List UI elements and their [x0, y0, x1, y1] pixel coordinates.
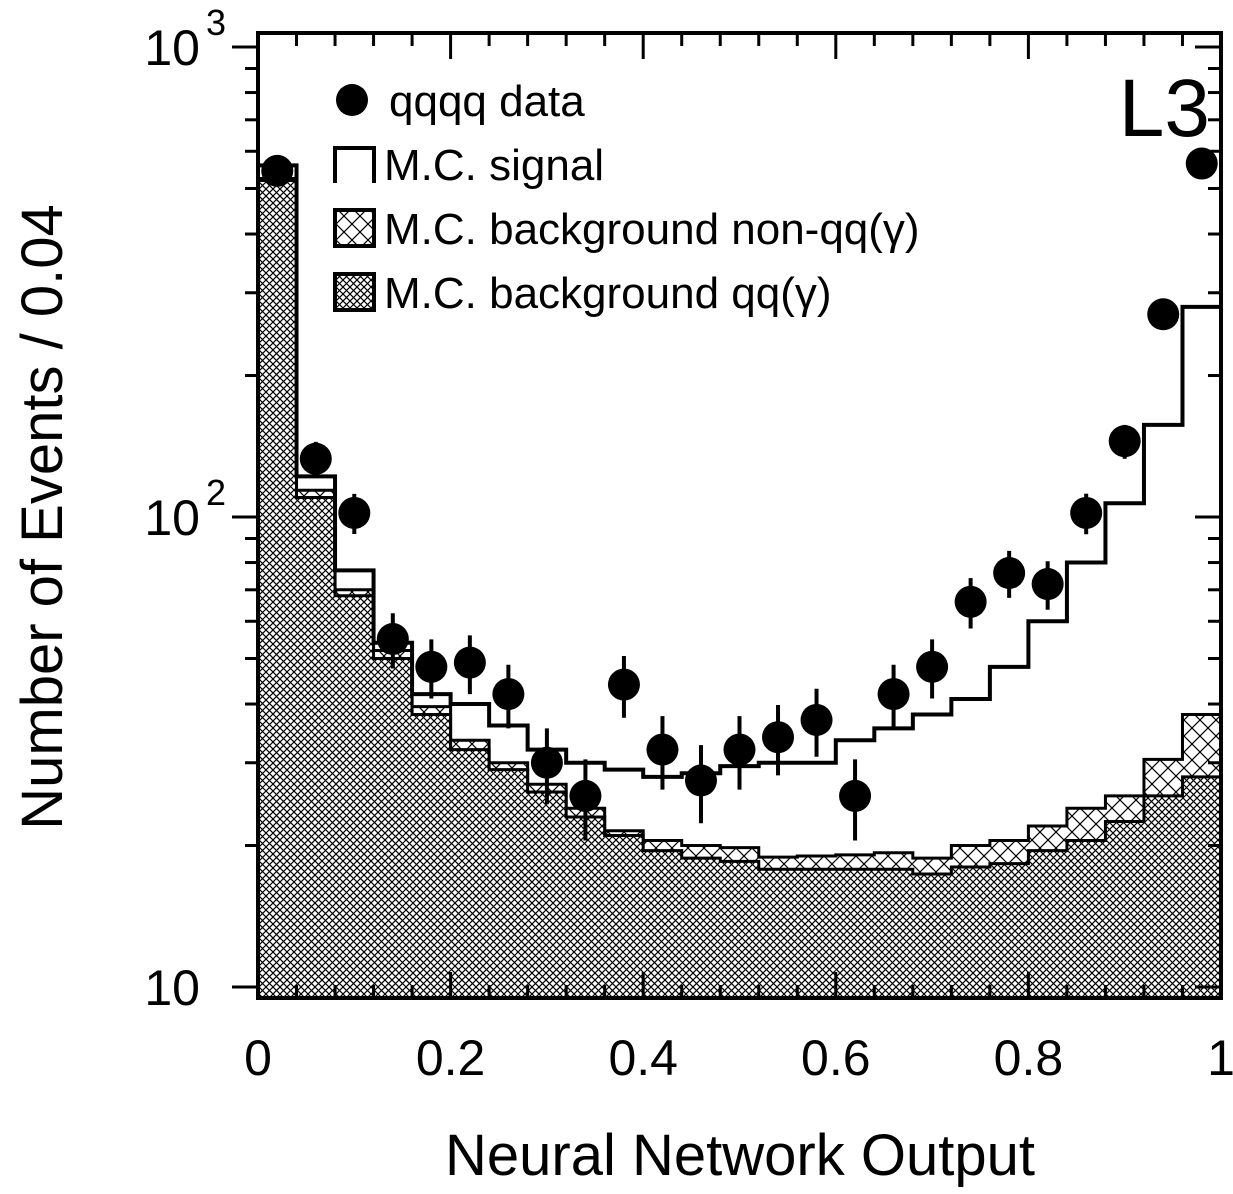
legend-marker-bg-nonqq [333, 208, 376, 248]
bg-qq-bar [1143, 795, 1183, 998]
x-tick-label: 0 [244, 1030, 272, 1086]
data-point [723, 733, 756, 766]
bg-qq-bar [450, 749, 490, 998]
x-tick-label: 1 [1207, 1030, 1233, 1086]
bg-qq-bar [373, 658, 413, 998]
legend-label-data: qqqq data [389, 77, 585, 126]
bg-qq-bar [912, 873, 952, 998]
legend-marker-signal [333, 146, 376, 183]
bg-qq-bar [1028, 850, 1067, 998]
bg-qq-bar [566, 816, 605, 998]
bg-qq-bar [1182, 776, 1221, 998]
bg-qq-bar [797, 869, 836, 998]
data-point [916, 650, 949, 683]
bg-qq-bar [874, 869, 913, 998]
data-point [800, 703, 833, 736]
bg-qq-bar [489, 769, 528, 998]
legend-label-bg-nonqq: M.C. background non-qq(γ) [384, 205, 920, 254]
legend-marker-bg-qq [333, 272, 376, 312]
bg-qq-bar [296, 497, 336, 998]
data-point [1108, 425, 1141, 458]
data-point [684, 764, 717, 797]
bg-qq-bar [1066, 840, 1106, 998]
y-tick-exponent: 3 [206, 2, 226, 43]
axis-ticks [232, 33, 1223, 998]
x-tick-label: 0.2 [416, 1030, 486, 1086]
y-tick-label: 10 [144, 20, 200, 76]
data-point [415, 650, 448, 683]
legend: qqqq data M.C. signal M.C. background no… [333, 77, 920, 318]
bg-qq-bar [258, 180, 297, 999]
bg-qq-bar [989, 863, 1029, 998]
data-point [376, 623, 409, 656]
data-point [607, 668, 640, 701]
data-point [261, 154, 294, 187]
data-point [1147, 298, 1180, 331]
bg-qq-bar [835, 869, 875, 998]
bg-qq-bar [604, 835, 644, 998]
bg-qq-bar [758, 869, 798, 998]
y-tick-exponent: 2 [206, 472, 226, 513]
data-point [492, 678, 525, 711]
signal-line [256, 163, 1223, 998]
x-tick-label: 0.4 [608, 1030, 678, 1086]
bg-qq-bar [412, 714, 451, 998]
data-point [1031, 568, 1064, 601]
plot-area [256, 147, 1223, 999]
legend-marker-data [336, 84, 368, 116]
data-point [993, 557, 1026, 590]
data-point [762, 721, 795, 754]
bg-qq-bar [720, 861, 759, 998]
data-point [646, 733, 679, 766]
data-point [1070, 496, 1103, 529]
legend-label-signal: M.C. signal [384, 141, 604, 190]
signal-layer [256, 163, 1223, 998]
data-point [1185, 147, 1218, 180]
x-tick-label: 0.6 [801, 1030, 871, 1086]
data-point [299, 442, 332, 475]
data-point [877, 678, 910, 711]
data-point [954, 585, 987, 618]
y-tick-label: 10 [144, 960, 200, 1016]
x-tick-label: 0.8 [994, 1030, 1064, 1086]
x-axis-title: Neural Network Output [445, 1123, 1035, 1188]
data-point [338, 496, 371, 529]
bg-qq-bar [527, 791, 567, 998]
bg-qq-bar [335, 595, 374, 998]
data-point [839, 779, 872, 812]
bg-qq-bar [643, 850, 682, 998]
bg-qq-bar [951, 867, 990, 998]
bg-qq-bar [1105, 821, 1144, 998]
y-axis-title: Number of Events / 0.04 [10, 204, 75, 829]
data-point [453, 646, 486, 679]
legend-label-bg-qq: M.C. background qq(γ) [384, 269, 832, 318]
bg-qq-layer [256, 178, 1223, 999]
data-point [569, 779, 602, 812]
y-tick-label: 10 [144, 490, 200, 546]
data-point [530, 746, 563, 779]
bg-qq-bar [681, 858, 721, 998]
data-layer [261, 147, 1218, 841]
l3-logo: L3 [1119, 63, 1210, 154]
